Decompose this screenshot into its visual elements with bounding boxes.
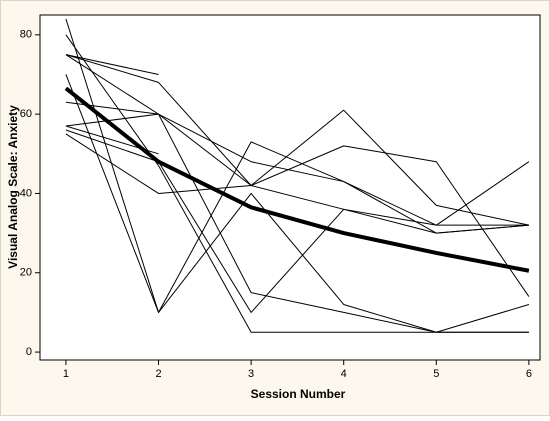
y-tick-label: 0 xyxy=(26,346,32,358)
y-tick-label: 80 xyxy=(20,29,32,41)
y-tick-label: 20 xyxy=(20,267,32,279)
series-line xyxy=(65,74,530,333)
series-line xyxy=(65,133,529,226)
x-tick-label: 1 xyxy=(63,368,69,380)
series-line xyxy=(65,18,530,313)
y-tick-label: 40 xyxy=(20,187,32,199)
series-line xyxy=(65,54,159,75)
x-axis-label: Session Number xyxy=(251,387,346,401)
series-line xyxy=(65,113,530,297)
x-tick-label: 3 xyxy=(248,368,254,380)
series-line xyxy=(65,54,529,333)
x-tick-label: 5 xyxy=(433,368,439,380)
x-tick-label: 6 xyxy=(526,368,532,380)
series-line xyxy=(64,86,530,273)
y-tick-label: 60 xyxy=(20,108,32,120)
series-line xyxy=(65,129,529,313)
series-line xyxy=(65,54,529,226)
x-tick-label: 2 xyxy=(155,368,161,380)
plot-area xyxy=(39,14,541,361)
y-axis-label: Visual Analog Scale: Anxiety xyxy=(6,105,20,269)
x-tick-label: 4 xyxy=(341,368,347,380)
